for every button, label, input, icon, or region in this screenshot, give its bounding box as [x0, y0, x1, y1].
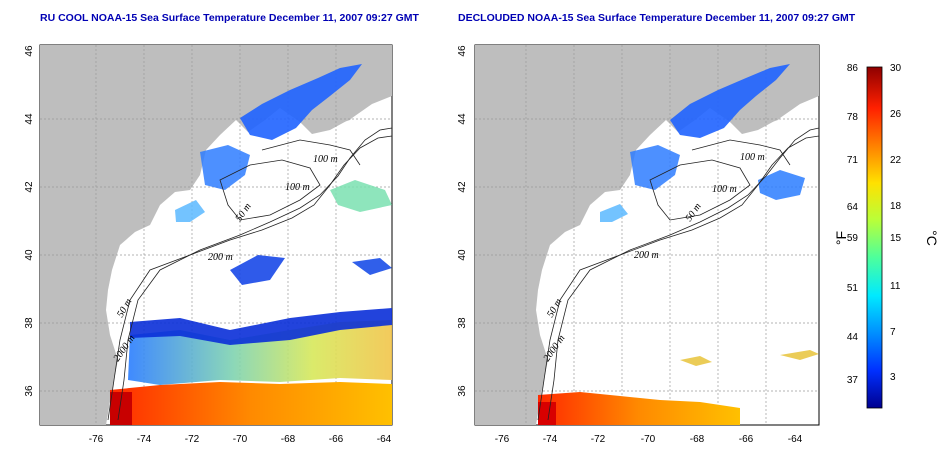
celsius-tick: 26: [890, 109, 902, 120]
right-x-tick: -76: [495, 434, 510, 445]
right-y-tick: 36: [457, 385, 468, 397]
left-panel-title: RU COOL NOAA-15 Sea Surface Temperature …: [40, 12, 419, 24]
left-x-tick: -66: [329, 434, 344, 445]
celsius-tick: 30: [890, 63, 902, 74]
right-x-tick: -74: [543, 434, 558, 445]
right-contour-label-100m-b: 100 m: [712, 184, 737, 195]
left-sst-warm: [110, 382, 392, 425]
fahrenheit-tick: 71: [847, 155, 859, 166]
right-sst-gulfstream-core: [538, 402, 556, 425]
left-sst-blue-edge: [130, 308, 392, 345]
left-sst-gulfstream-core: [110, 392, 132, 425]
left-sst-patch-mid: [230, 255, 285, 285]
celsius-tick: 18: [890, 201, 902, 212]
right-sst-slope: [758, 170, 805, 200]
celsius-tick: 3: [890, 372, 896, 383]
left-y-tick: 40: [24, 249, 35, 261]
right-x-tick: -66: [739, 434, 754, 445]
left-contour-label-200m: 200 m: [208, 252, 233, 263]
left-x-tick: -74: [137, 434, 152, 445]
left-sst-slope: [330, 180, 392, 212]
right-y-axis: 36 38 40 42 44 46: [457, 45, 468, 397]
celsius-tick: 15: [890, 233, 902, 244]
right-x-tick: -64: [788, 434, 803, 445]
colorbar-fahrenheit-ticks: 86 78 71 64 59 51 44 37: [847, 63, 859, 386]
fahrenheit-tick: 64: [847, 202, 859, 213]
celsius-unit-label: °C: [924, 230, 940, 246]
left-sst-patch-east: [352, 258, 392, 275]
colorbar-celsius-ticks: 30 26 22 18 15 11 7 3: [890, 63, 902, 383]
celsius-tick: 7: [890, 327, 896, 338]
right-x-tick: -70: [641, 434, 656, 445]
right-contour-label-100m-a: 100 m: [740, 152, 765, 163]
left-y-tick: 36: [24, 385, 35, 397]
fahrenheit-tick: 59: [847, 233, 859, 244]
right-contour-label-200m: 200 m: [634, 250, 659, 261]
right-y-tick: 44: [457, 113, 468, 125]
left-contours: [107, 127, 392, 421]
right-sst-georges: [630, 145, 680, 190]
left-x-tick: -70: [233, 434, 248, 445]
left-x-tick: -64: [377, 434, 392, 445]
fahrenheit-tick: 37: [847, 375, 859, 386]
right-x-axis: -76 -74 -72 -70 -68 -66 -64: [495, 434, 803, 445]
right-map-panel: 100 m 100 m 50 m 200 m 50 m 2000 m -76 -…: [457, 44, 820, 445]
right-y-tick: 42: [457, 181, 468, 193]
right-sst-warm: [538, 392, 740, 425]
right-land: [475, 45, 819, 425]
left-x-tick: -68: [281, 434, 296, 445]
left-sst-longisland: [175, 200, 205, 222]
left-x-axis: -76 -74 -72 -70 -68 -66 -64: [89, 434, 392, 445]
celsius-tick: 22: [890, 155, 902, 166]
colorbar: 86 78 71 64 59 51 44 37 30 26 22 18 15 1…: [833, 63, 940, 409]
right-contours: [537, 127, 819, 421]
right-y-tick: 40: [457, 249, 468, 261]
left-land-nova: [300, 82, 392, 134]
fahrenheit-tick: 44: [847, 332, 859, 343]
left-contour-label-100m-a: 100 m: [313, 154, 338, 165]
right-y-tick: 46: [457, 45, 468, 57]
left-sst-gulf-of-maine: [240, 64, 362, 140]
right-sst-longisland: [600, 204, 628, 222]
fahrenheit-tick: 86: [847, 63, 859, 74]
left-x-tick: -72: [185, 434, 200, 445]
fahrenheit-unit-label: °F: [833, 231, 849, 245]
right-panel-title: DECLOUDED NOAA-15 Sea Surface Temperatur…: [458, 12, 856, 24]
right-x-tick: -68: [690, 434, 705, 445]
left-sst-georges: [200, 145, 250, 190]
left-y-tick: 38: [24, 317, 35, 329]
right-sst-gulf-of-maine: [670, 64, 790, 138]
left-y-axis: 36 38 40 42 44 46: [24, 45, 35, 397]
left-land: [40, 45, 392, 425]
left-x-tick: -76: [89, 434, 104, 445]
right-sst-yellow-b: [780, 350, 819, 360]
right-y-tick: 38: [457, 317, 468, 329]
left-y-tick: 46: [24, 45, 35, 57]
right-land-nova: [730, 82, 819, 134]
celsius-tick: 11: [890, 281, 901, 292]
right-x-tick: -72: [591, 434, 606, 445]
left-y-tick: 42: [24, 181, 35, 193]
fahrenheit-tick: 78: [847, 112, 859, 123]
colorbar-gradient: [866, 66, 883, 409]
fahrenheit-tick: 51: [847, 283, 859, 294]
right-sst-yellow-a: [680, 356, 712, 366]
left-map-panel: 100 m 100 m 50 m 200 m 50 m 2000 m -76 -…: [24, 44, 393, 445]
left-contour-label-100m-b: 100 m: [285, 182, 310, 193]
left-y-tick: 44: [24, 113, 35, 125]
